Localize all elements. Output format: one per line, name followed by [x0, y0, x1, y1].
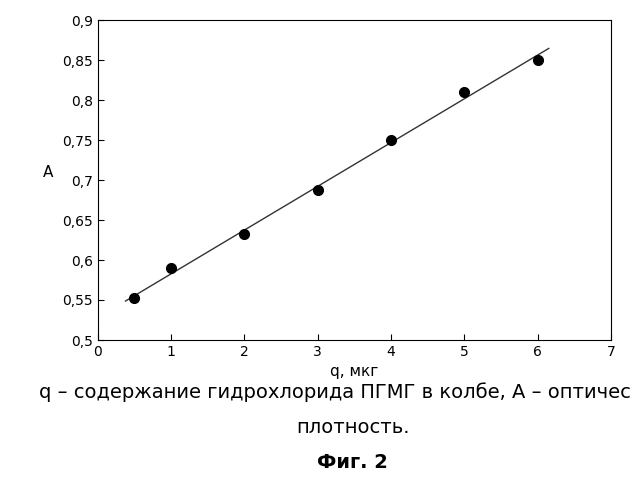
Text: плотность.: плотность. — [296, 418, 410, 437]
Text: q – содержание гидрохлорида ПГМГ в колбе, A – оптическая: q – содержание гидрохлорида ПГМГ в колбе… — [39, 382, 630, 402]
Point — [312, 186, 323, 194]
Y-axis label: А: А — [43, 165, 54, 180]
Point — [129, 294, 139, 302]
X-axis label: q, мкг: q, мкг — [330, 364, 379, 380]
Point — [386, 136, 396, 144]
Point — [459, 88, 469, 96]
Point — [533, 56, 543, 64]
Point — [239, 230, 249, 238]
Point — [166, 264, 176, 272]
Text: Фиг. 2: Фиг. 2 — [318, 453, 388, 472]
